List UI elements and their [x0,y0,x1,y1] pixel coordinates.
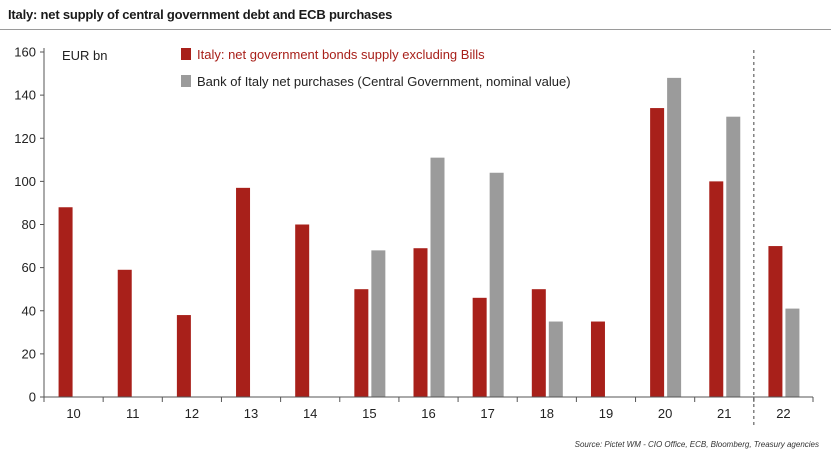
legend-swatch [181,48,191,60]
y-tick-label: 100 [14,174,36,189]
axes: 10 11 12 13 14 15 16 17 18 19 20 21 22 [43,48,814,427]
supply-bar-19 [590,321,605,397]
y-tick-label: 60 [22,260,36,275]
purchases-bar-15 [371,250,386,397]
x-tick-label: 15 [362,406,376,421]
y-tick-label: 140 [14,88,36,103]
title-divider [0,29,831,30]
purchases-bar-18 [548,321,563,397]
supply-bar-17 [472,297,487,397]
source-note: Source: Pictet WM - CIO Office, ECB, Blo… [574,440,819,449]
x-tick-label: 16 [421,406,435,421]
x-tick-label: 11 [126,406,140,421]
supply-bar-14 [295,224,310,397]
x-tick-label: 14 [303,406,317,421]
supply-bar-16 [413,248,428,397]
purchases-bar-22 [785,308,800,397]
x-tick-label: 19 [599,406,613,421]
x-tick-label: 20 [658,406,672,421]
purchases-bar-20 [667,77,682,397]
y-axis-ticks: 0 20 40 60 80 100 120 140 160 [14,45,44,405]
x-tick-label: 12 [185,406,199,421]
x-tick-label: 18 [540,406,554,421]
y-tick-label: 0 [29,390,36,405]
bar-series [58,77,800,397]
supply-bar-18 [531,289,546,397]
y-tick-label: 20 [22,346,36,361]
legend-swatch [181,75,191,87]
purchases-bar-17 [489,172,504,397]
supply-bar-11 [117,269,132,397]
supply-bar-22 [768,246,783,397]
y-tick-label: 120 [14,131,36,146]
purchases-bar-16 [430,157,445,397]
supply-bar-12 [176,315,191,397]
legend-label: Italy: net government bonds supply exclu… [197,47,485,62]
supply-bar-13 [236,187,251,397]
x-tick-label: 21 [717,406,731,421]
y-tick-label: 160 [14,45,36,60]
purchases-bar-21 [726,116,741,397]
y-axis-unit-label: EUR bn [62,48,108,63]
legend: Italy: net government bonds supply exclu… [181,47,571,89]
y-tick-label: 40 [22,303,36,318]
x-tick-label: 17 [480,406,494,421]
x-tick-label: 10 [66,406,80,421]
x-tick-label: 22 [776,406,790,421]
supply-bar-21 [709,181,724,397]
chart-title: Italy: net supply of central government … [8,7,393,22]
x-tick-label: 13 [244,406,258,421]
supply-bar-10 [58,207,73,397]
supply-bar-20 [650,108,665,397]
legend-label: Bank of Italy net purchases (Central Gov… [197,74,571,89]
supply-bar-15 [354,289,369,397]
y-tick-label: 80 [22,217,36,232]
